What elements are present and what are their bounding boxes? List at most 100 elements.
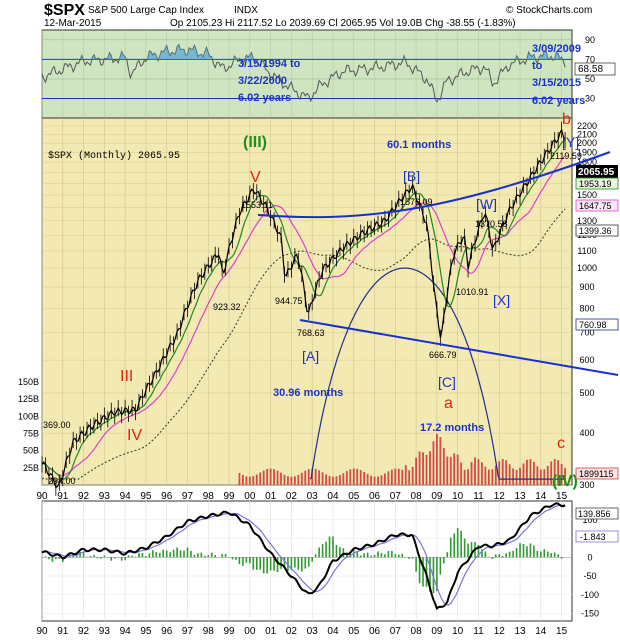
year-label-08: 08 bbox=[411, 491, 423, 502]
rsi-note-2: 3/22/2000 bbox=[238, 75, 287, 87]
year-label-05: 05 bbox=[348, 491, 360, 502]
wave-label-III: III bbox=[120, 368, 133, 385]
macd-histogram-bar bbox=[169, 552, 171, 557]
label-944: 944.75 bbox=[275, 296, 303, 306]
volume-bar bbox=[363, 472, 365, 485]
year-label-10: 10 bbox=[452, 491, 464, 502]
macd-histogram-bar bbox=[526, 546, 528, 557]
macd-histogram-bar bbox=[523, 544, 525, 557]
macd-histogram-bar bbox=[256, 557, 258, 570]
symbol: $SPX bbox=[44, 2, 85, 19]
macd-histogram-bar bbox=[356, 552, 358, 557]
macd-histogram-bar bbox=[242, 557, 244, 566]
year-label-99: 99 bbox=[223, 491, 235, 502]
brand-mark: © StockCharts.com bbox=[506, 5, 592, 16]
label-1576: 1576.09 bbox=[400, 197, 433, 207]
year-tick-04: 04 bbox=[327, 626, 339, 637]
macd-histogram-bar bbox=[460, 531, 462, 557]
macd-histogram-bar bbox=[554, 553, 556, 558]
tag-cycle: 760.98 bbox=[579, 320, 607, 330]
macd-histogram-bar bbox=[315, 554, 317, 557]
macd-histogram-bar bbox=[110, 557, 112, 560]
volume-tick-125B: 125B bbox=[18, 394, 39, 404]
macd-histogram-bar bbox=[360, 555, 362, 557]
macd-histogram-bar bbox=[159, 553, 161, 557]
volume-bar bbox=[297, 475, 299, 485]
volume-bar bbox=[530, 459, 532, 485]
price-tick-1300: 1300 bbox=[577, 216, 597, 226]
macd-histogram-bar bbox=[173, 550, 175, 558]
macd-histogram-bar bbox=[104, 555, 106, 557]
volume-bar bbox=[443, 448, 445, 485]
macd-histogram-bar bbox=[547, 552, 549, 558]
year-tick-13: 13 bbox=[514, 626, 526, 637]
macd-histogram-bar bbox=[367, 553, 369, 558]
macd-histogram-bar bbox=[100, 557, 102, 558]
label-923: 923.32 bbox=[213, 302, 241, 312]
year-tick-00: 00 bbox=[244, 626, 256, 637]
volume-bar bbox=[360, 470, 362, 485]
rsi-note-6: 3/15/2015 bbox=[532, 77, 581, 89]
year-label-15: 15 bbox=[556, 491, 568, 502]
macd-histogram-bar bbox=[537, 551, 539, 557]
macd-level--150: -150 bbox=[581, 609, 599, 619]
macd-histogram-bar bbox=[388, 551, 390, 557]
volume-bar bbox=[439, 437, 441, 485]
label-1370: 1370.58 bbox=[475, 219, 508, 229]
year-tick-98: 98 bbox=[203, 626, 215, 637]
volume-bar bbox=[388, 471, 390, 485]
chart-date: 12-Mar-2015 bbox=[44, 18, 102, 29]
year-tick-09: 09 bbox=[431, 626, 443, 637]
year-label-94: 94 bbox=[120, 491, 132, 502]
volume-bar bbox=[353, 469, 355, 485]
rsi-panel-bg bbox=[42, 30, 572, 118]
year-label-00: 00 bbox=[244, 491, 256, 502]
rsi-current: 68.58 bbox=[578, 64, 603, 75]
volume-bar bbox=[259, 472, 261, 485]
year-tick-95: 95 bbox=[140, 626, 152, 637]
year-label-11: 11 bbox=[473, 491, 484, 502]
volume-bar bbox=[342, 473, 344, 485]
price-tick-1100: 1100 bbox=[577, 246, 596, 256]
volume-bar bbox=[464, 470, 466, 485]
wave-label-A: [A] bbox=[302, 348, 319, 364]
volume-bar bbox=[384, 473, 386, 485]
volume-bar bbox=[252, 476, 254, 485]
macd-histogram-bar bbox=[502, 556, 504, 557]
macd-histogram-bar bbox=[294, 557, 296, 567]
macd-histogram-bar bbox=[395, 554, 397, 557]
volume-bar bbox=[467, 469, 469, 485]
year-label-09: 09 bbox=[431, 491, 443, 502]
volume-bar bbox=[377, 477, 379, 485]
wave-label-B: [B] bbox=[403, 168, 420, 184]
volume-bar bbox=[516, 470, 518, 485]
macd-histogram-bar bbox=[166, 550, 168, 557]
volume-bar bbox=[474, 458, 476, 485]
macd-histogram-bar bbox=[311, 557, 313, 561]
volume-bar bbox=[484, 467, 486, 485]
volume-bar bbox=[304, 471, 306, 485]
volume-bar bbox=[322, 472, 324, 485]
macd-histogram-bar bbox=[464, 538, 466, 557]
macd-histogram-bar bbox=[235, 557, 237, 560]
year-label-07: 07 bbox=[390, 491, 402, 502]
year-tick-01: 01 bbox=[265, 626, 277, 637]
wave-label-V: V bbox=[250, 169, 261, 186]
macd-histogram-bar bbox=[398, 555, 400, 558]
note-30-months: 30.96 months bbox=[273, 387, 343, 399]
year-tick-08: 08 bbox=[411, 626, 423, 637]
macd-histogram-bar bbox=[505, 553, 507, 557]
volume-tick-50B: 50B bbox=[23, 446, 39, 456]
macd-histogram-bar bbox=[266, 557, 268, 573]
macd-histogram-bar bbox=[190, 551, 192, 557]
macd-histogram-bar bbox=[149, 553, 151, 557]
macd-histogram-bar bbox=[246, 557, 248, 562]
wave-label-X: [X] bbox=[493, 292, 510, 308]
volume-bar bbox=[408, 470, 410, 485]
rsi-note-7: 6.02 years bbox=[532, 95, 585, 107]
macd-histogram-bar bbox=[301, 557, 303, 571]
macd-histogram-bar bbox=[183, 551, 185, 558]
macd-histogram-bar bbox=[329, 536, 331, 557]
